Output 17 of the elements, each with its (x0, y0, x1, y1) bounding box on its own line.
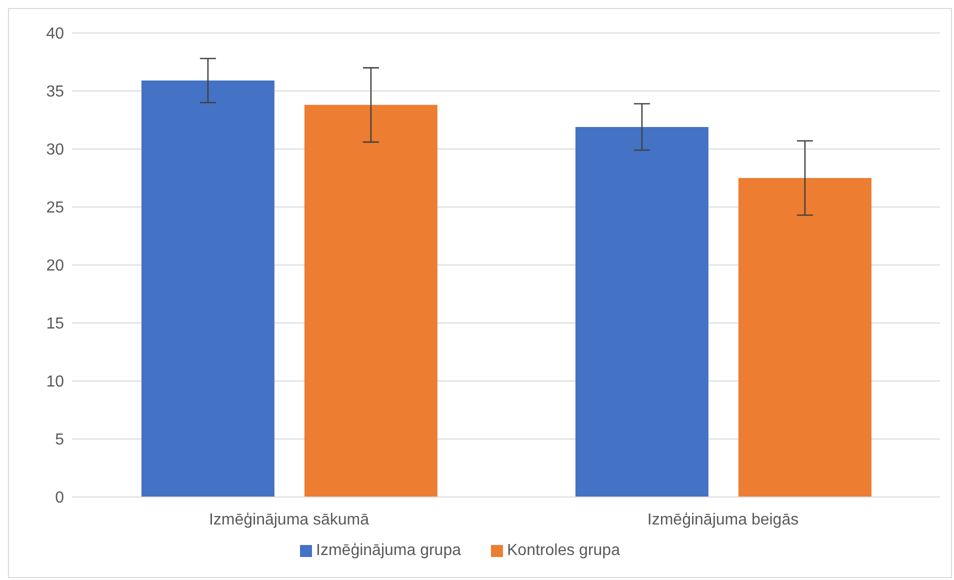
bar (575, 126, 708, 497)
y-tick-label: 35 (46, 84, 64, 101)
bar (304, 104, 438, 497)
x-tick-label: Izmēģinājuma sākumā (208, 511, 370, 528)
y-tick-label: 40 (46, 26, 64, 43)
bar (738, 178, 872, 497)
legend-label: Izmēģinājuma grupa (316, 542, 461, 559)
bar (141, 80, 274, 497)
y-tick-label: 25 (46, 200, 64, 217)
y-tick-label: 15 (46, 316, 64, 333)
y-tick-label: 10 (46, 374, 64, 391)
y-tick-label: 30 (46, 142, 64, 159)
y-tick-label: 5 (55, 432, 64, 449)
y-tick-label: 20 (46, 258, 64, 275)
x-tick-label: Izmēģinājuma beigās (647, 511, 799, 528)
y-tick-label: 0 (55, 490, 64, 507)
legend-label: Kontroles grupa (507, 542, 620, 559)
